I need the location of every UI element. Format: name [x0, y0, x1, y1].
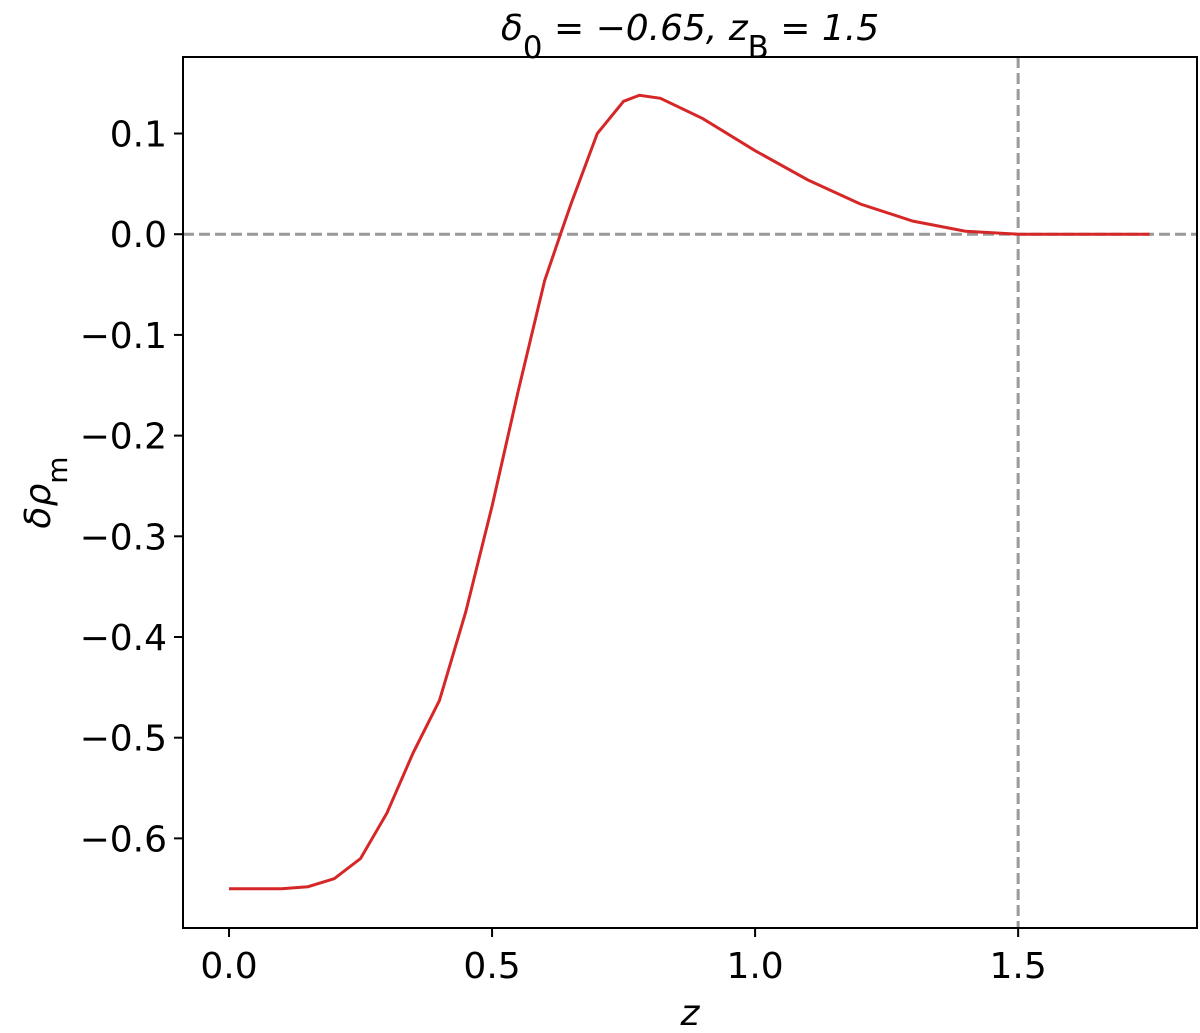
x-tick-label: 1.0 [726, 946, 783, 987]
chart-title-part: 0 [523, 30, 543, 66]
chart-title-part: = 1.5 [769, 8, 879, 49]
y-tick-label: −0.6 [80, 819, 167, 860]
y-axis-label: δρm [18, 456, 74, 528]
plot-frame [182, 56, 1198, 929]
x-tick-label: 0.0 [200, 946, 257, 987]
chart-title-part: B [748, 30, 769, 66]
y-axis-label-part: δρ [18, 484, 59, 529]
y-tick-label: −0.4 [80, 618, 167, 659]
y-tick-label: −0.2 [80, 417, 167, 458]
y-tick-label: 0.1 [110, 115, 167, 156]
chart-title: δ0 = −0.65, zB = 1.5 [501, 8, 879, 66]
y-tick-label: −0.3 [80, 517, 167, 558]
x-tick-label: 0.5 [463, 946, 520, 987]
y-tick-label: −0.5 [80, 719, 167, 760]
y-tick-label: −0.1 [80, 316, 167, 357]
chart-title-part: = −0.65, z [543, 8, 749, 49]
y-tick-label: 0.0 [110, 215, 167, 256]
x-tick-label: 1.5 [990, 946, 1047, 987]
chart-title-part: δ [501, 8, 523, 49]
y-axis-label-part: m [41, 456, 74, 483]
data-line [229, 93, 1150, 891]
x-axis-label: z [680, 993, 701, 1033]
